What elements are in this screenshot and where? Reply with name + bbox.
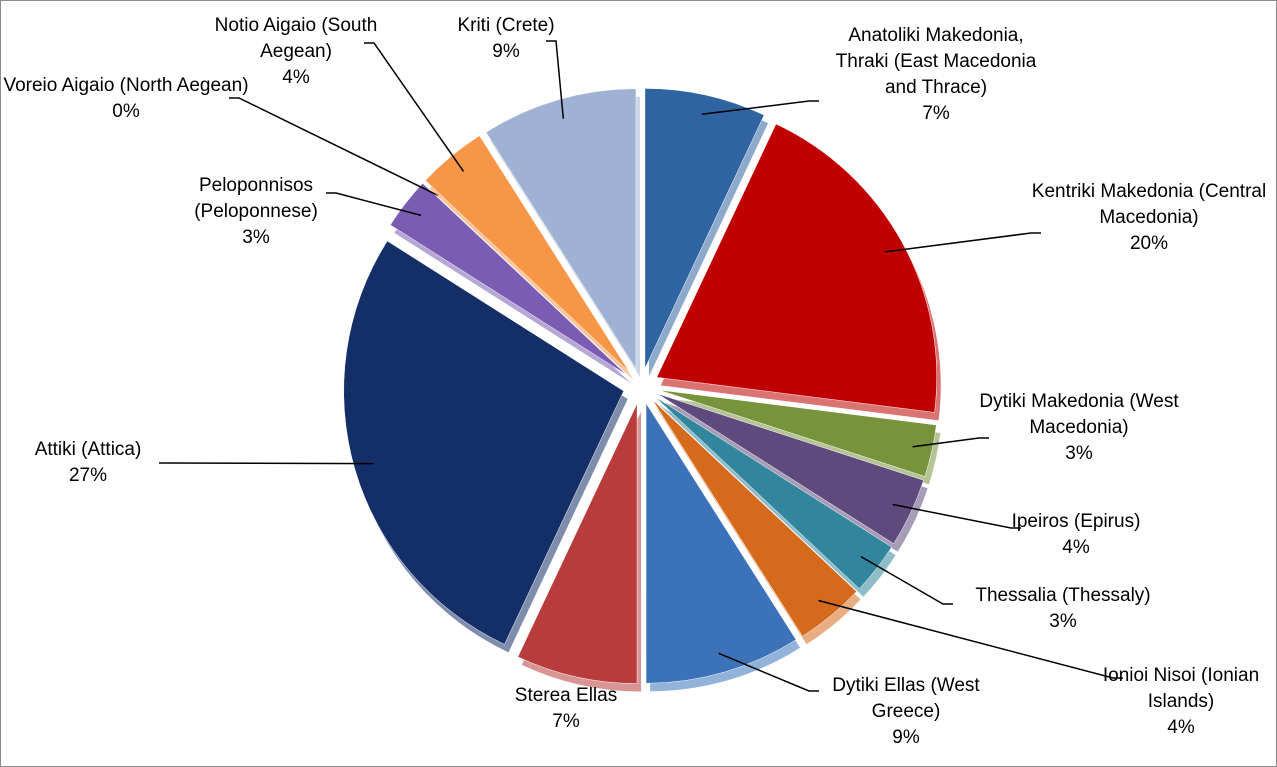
data-label: Ipeiros (Epirus) 4% <box>976 509 1176 561</box>
value-label: 3% <box>242 227 270 248</box>
value-label: 4% <box>1062 537 1090 558</box>
leader-line <box>718 652 819 692</box>
data-label: Kriti (Crete) 9% <box>431 13 581 65</box>
leader-line <box>701 100 819 116</box>
category-label: Dytiki Makedonia (West Macedonia) <box>979 391 1179 438</box>
value-label: 7% <box>922 103 950 124</box>
category-label: Voreio Aigaio (North Aegean) <box>3 75 249 96</box>
category-label: Dytiki Ellas (West Greece) <box>832 675 980 722</box>
category-label: Attiki (Attica) <box>34 439 142 460</box>
data-label: Anatoliki Makedonia, Thraki (East Macedo… <box>821 23 1051 127</box>
category-label: Thessalia (Thessaly) <box>975 585 1151 606</box>
slice <box>517 403 638 684</box>
slice <box>390 182 627 376</box>
category-label: Ipeiros (Epirus) <box>1011 511 1141 532</box>
data-label: Attiki (Attica) 27% <box>3 437 173 489</box>
leader-line <box>364 42 465 172</box>
leader-line <box>860 555 953 605</box>
value-label: 4% <box>1167 717 1195 738</box>
slice <box>656 123 937 413</box>
data-label: Thessalia (Thessaly) 3% <box>948 583 1178 635</box>
slice-depth <box>427 190 632 382</box>
leader-line <box>818 599 1123 679</box>
leader-line <box>884 232 1041 253</box>
slice <box>658 389 937 477</box>
data-label: Voreio Aigaio (North Aegean) 0% <box>1 73 251 125</box>
leader-line <box>912 437 989 448</box>
data-label: Dytiki Ellas (West Greece) 9% <box>796 673 1016 751</box>
value-label: 0% <box>112 101 140 122</box>
category-label: Anatoliki Makedonia, Thraki (East Macedo… <box>835 25 1037 98</box>
data-label: Sterea Ellas 7% <box>476 683 656 735</box>
data-label: Kentriki Makedonia (Central Macedonia) 20… <box>1029 179 1269 257</box>
category-label: Peloponnisos (Peloponnese) <box>194 175 318 222</box>
leader-line <box>546 40 565 119</box>
leader-line <box>892 503 1021 529</box>
slice <box>652 399 857 637</box>
slice <box>485 88 637 370</box>
data-label: Ionioi Nisoi (Ionian Islands) 4% <box>1096 663 1266 741</box>
slice <box>343 240 625 645</box>
value-label: 20% <box>1129 233 1169 254</box>
category-label: Sterea Ellas <box>514 685 618 706</box>
value-label: 3% <box>1049 611 1077 632</box>
value-label: 9% <box>892 727 920 748</box>
data-label: Peloponnisos (Peloponnese) 3% <box>166 173 346 251</box>
value-label: 9% <box>492 41 520 62</box>
category-label: Kriti (Crete) <box>457 15 555 36</box>
leader-line <box>326 192 422 217</box>
value-label: 7% <box>552 711 580 732</box>
data-label: Dytiki Makedonia (West Macedonia) 3% <box>964 389 1194 467</box>
value-label: 3% <box>1065 443 1093 464</box>
leader-line <box>159 462 374 465</box>
value-label: 27% <box>68 465 108 486</box>
slice <box>657 393 924 545</box>
slice <box>655 396 892 590</box>
category-label: Notio Aigaio (South Aegean) <box>214 15 378 62</box>
value-label: 4% <box>282 67 310 88</box>
slice <box>644 88 765 369</box>
data-label: Notio Aigaio (South Aegean) 4% <box>181 13 411 91</box>
category-label: Kentriki Makedonia (Central Macedonia) <box>1031 181 1267 228</box>
slice <box>425 135 630 373</box>
leader-line <box>229 97 439 197</box>
slice <box>645 402 797 684</box>
category-label: Ionioi Nisoi (Ionian Islands) <box>1102 665 1260 712</box>
